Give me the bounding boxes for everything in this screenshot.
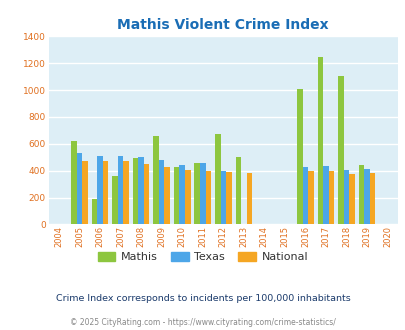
Bar	[235, 156, 241, 224]
Bar	[296, 89, 302, 224]
Legend: Mathis, Texas, National: Mathis, Texas, National	[93, 248, 312, 267]
Bar	[185, 170, 190, 224]
Bar	[179, 165, 185, 224]
Bar	[322, 166, 328, 224]
Bar	[348, 174, 354, 224]
Bar	[143, 164, 149, 224]
Bar	[220, 171, 226, 224]
Bar	[343, 170, 348, 224]
Bar	[102, 161, 108, 224]
Bar	[77, 153, 82, 224]
Bar	[358, 165, 363, 224]
Bar	[97, 156, 102, 224]
Bar	[363, 169, 369, 224]
Bar	[82, 161, 87, 224]
Bar	[302, 167, 307, 224]
Bar	[328, 171, 333, 224]
Bar	[138, 156, 143, 224]
Bar	[173, 167, 179, 224]
Bar	[205, 171, 211, 224]
Bar	[317, 57, 322, 224]
Bar	[215, 134, 220, 224]
Bar	[123, 161, 129, 224]
Bar	[200, 163, 205, 224]
Bar	[307, 171, 313, 224]
Text: Crime Index corresponds to incidents per 100,000 inhabitants: Crime Index corresponds to incidents per…	[55, 294, 350, 303]
Bar	[369, 173, 375, 224]
Bar	[158, 160, 164, 224]
Bar	[117, 156, 123, 224]
Bar	[337, 76, 343, 224]
Bar	[194, 163, 200, 224]
Bar	[71, 141, 77, 224]
Bar	[226, 172, 231, 224]
Bar	[153, 136, 158, 224]
Title: Mathis Violent Crime Index: Mathis Violent Crime Index	[117, 18, 328, 32]
Bar	[92, 199, 97, 224]
Bar	[246, 173, 252, 224]
Bar	[112, 176, 117, 224]
Text: © 2025 CityRating.com - https://www.cityrating.com/crime-statistics/: © 2025 CityRating.com - https://www.city…	[70, 318, 335, 327]
Bar	[164, 167, 170, 224]
Bar	[132, 158, 138, 224]
